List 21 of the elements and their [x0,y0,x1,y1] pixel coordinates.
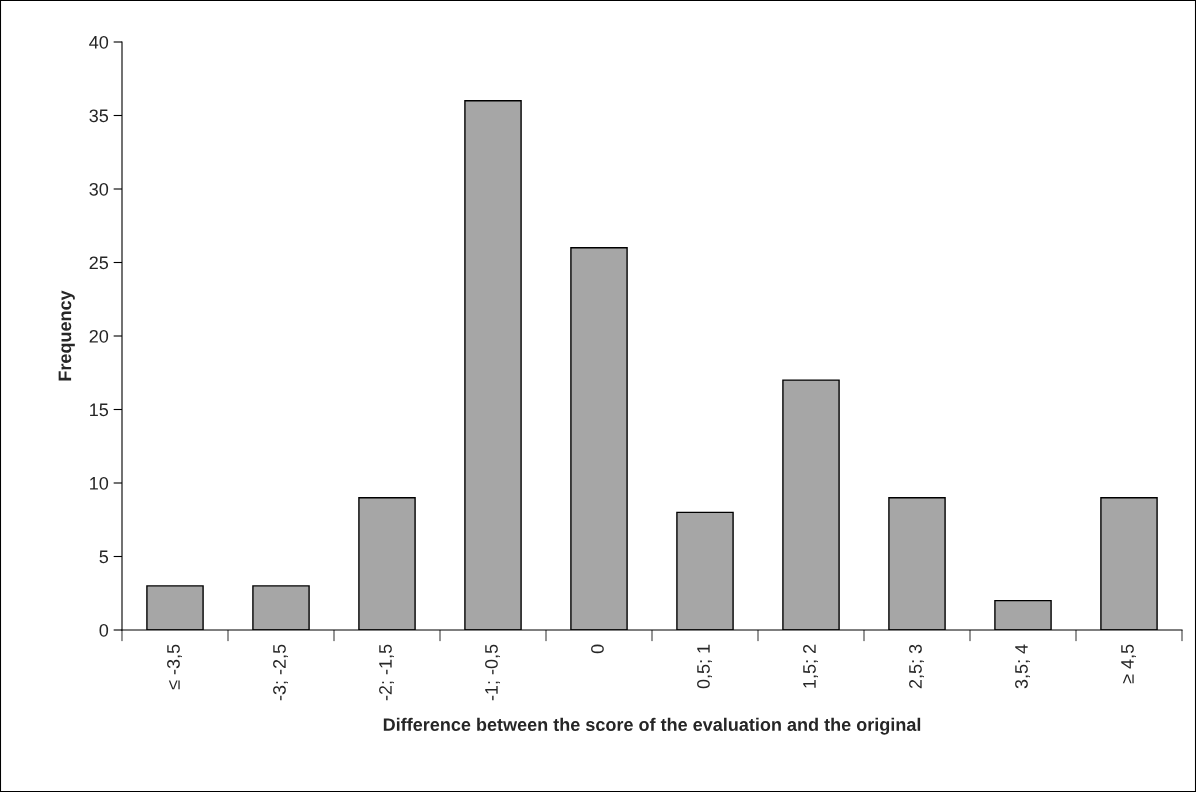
y-tick-label: 20 [89,329,109,343]
y-tick-label: 25 [89,256,109,270]
x-tick-label: ≥ 4,5 [1121,644,1136,684]
y-tick-label: 30 [89,182,109,196]
x-tick-label: -3; -2,5 [273,644,288,701]
x-tick-label: 0 [591,644,604,654]
y-tick-label: 15 [90,403,109,417]
x-tick-label: 1,5; 2 [803,644,818,688]
x-tick-label: 3,5; 4 [1015,644,1030,689]
x-tick-label: -1; -0,5 [485,644,500,701]
y-tick-label: 40 [89,35,109,49]
x-axis-title: Difference between the score of the evaluation and the original [383,717,921,735]
y-tick-label: 35 [89,109,109,123]
x-tick-label: -2; -1,5 [379,644,394,701]
y-axis-title: Frequency [58,290,75,381]
x-tick-label: ≤ -3,5 [167,644,182,690]
x-tick-label: 2,5; 3 [909,644,924,689]
x-tick-label: 0,5; 1 [697,644,712,689]
y-tick-label: 0 [99,623,109,637]
y-tick-label: 10 [90,476,109,490]
y-tick-label: 5 [99,550,109,564]
